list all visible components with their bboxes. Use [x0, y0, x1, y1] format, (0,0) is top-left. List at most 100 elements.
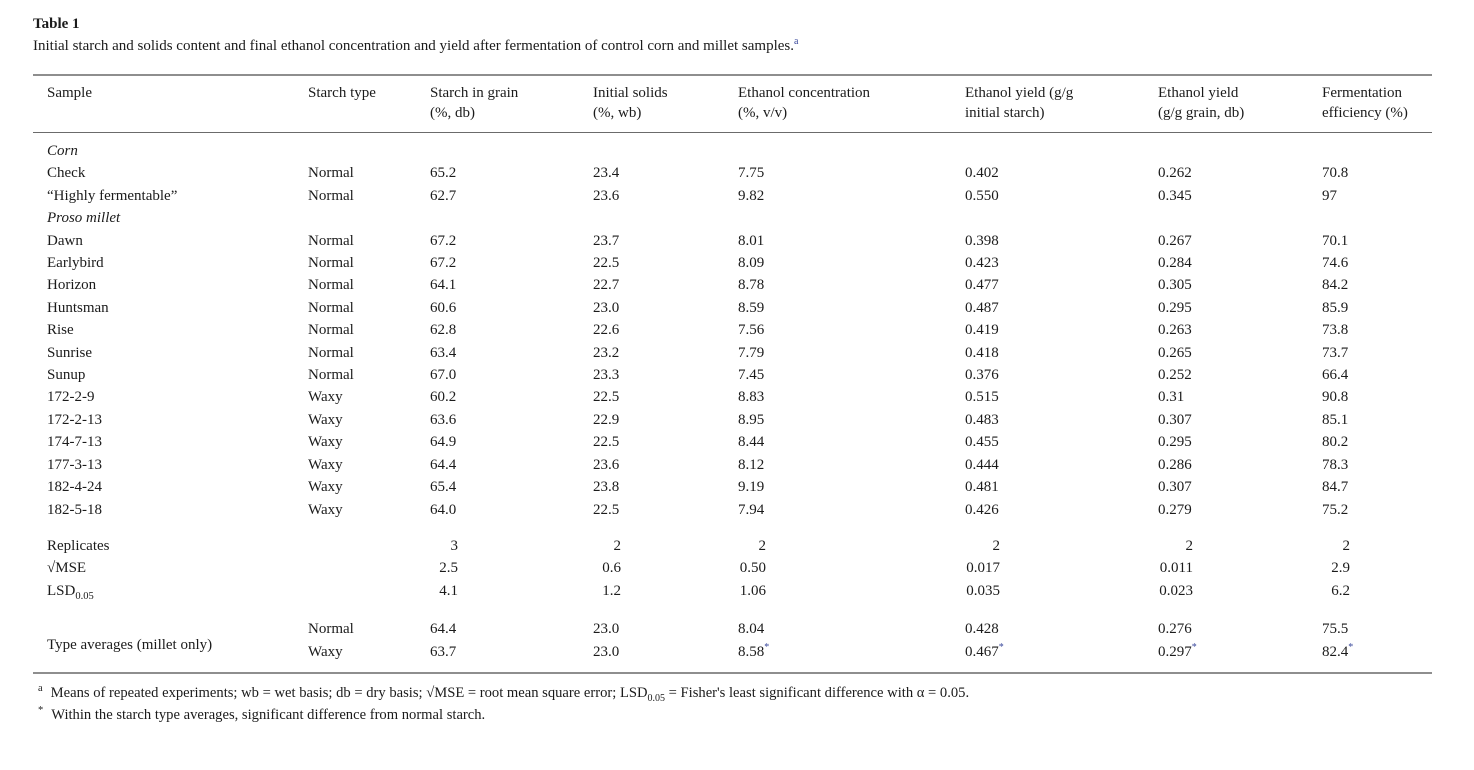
stat-value-cell: 0.6: [593, 557, 738, 579]
table-row-highly-fermentable: “Highly fermentable” Normal 62.7 23.6 9.…: [33, 185, 1432, 207]
header-line: (%, db): [430, 105, 475, 121]
table-row-rise: Rise Normal 62.8 22.6 7.56 0.419 0.263 7…: [33, 319, 1432, 341]
table-caption-text: Initial starch and solids content and fi…: [33, 38, 795, 54]
spacer-cell: [33, 521, 1432, 535]
stat-value: 0.6: [602, 560, 621, 577]
footnote-a-marker: a: [38, 683, 43, 695]
footnote-star-text: Within the starch type averages, signifi…: [51, 706, 486, 723]
value-cell: 73.8: [1322, 322, 1349, 339]
value-cell: 0.286: [1158, 456, 1192, 473]
starch-type-cell: Normal: [308, 322, 354, 339]
section-label: Corn: [47, 143, 78, 159]
table-row-182-5-18: 182-5-18 Waxy 64.0 22.5 7.94 0.426 0.279…: [33, 499, 1432, 521]
value-cell: 0.428: [965, 621, 999, 638]
value-cell: 78.3: [1322, 456, 1349, 473]
value-cell: 0.487: [965, 299, 999, 316]
empty-cell: [308, 535, 430, 557]
value-cell: 0.477: [965, 277, 999, 294]
starch-type-cell: Normal: [308, 187, 354, 204]
value-cell: 70.1: [1322, 232, 1349, 249]
value-cell: 67.2: [430, 255, 457, 272]
value-cell: 80.2: [1322, 434, 1349, 451]
value-cell: 67.2: [430, 232, 457, 249]
value-cell: 23.6: [593, 456, 620, 473]
footnote-star-marker: *: [38, 705, 44, 717]
value-cell: 8.59: [738, 299, 765, 316]
stat-value-cell: 2: [593, 535, 738, 557]
starch-type-cell: Normal: [308, 277, 354, 294]
significance-star: *: [1191, 641, 1197, 653]
value-cell: 8.95: [738, 411, 765, 428]
value-cell: 0.267: [1158, 232, 1192, 249]
stat-value-cell: 2: [965, 535, 1158, 557]
table-body: Corn Check Normal 65.2 23.4 7.75 0.402 0…: [33, 133, 1432, 673]
column-header-starch-in-grain: Starch in grain (%, db): [430, 75, 593, 133]
header-line: Ethanol yield: [1158, 85, 1239, 101]
stats-row-lsd: LSD0.05 4.1 1.2 1.06 0.035 0.023 6.2: [33, 580, 1432, 602]
value-cell: 0.515: [965, 389, 999, 406]
table-row-dawn: Dawn Normal 67.2 23.7 8.01 0.398 0.267 7…: [33, 230, 1432, 252]
value-cell: 66.4: [1322, 367, 1349, 384]
significance-star: *: [998, 641, 1004, 653]
value-cell: 64.4: [430, 456, 457, 473]
value-cell: 75.5: [1322, 621, 1349, 638]
sample-cell: 174-7-13: [47, 434, 102, 451]
table-label: Table 1: [33, 16, 80, 32]
stat-value: 0.011: [1159, 560, 1193, 577]
table-row-182-4-24: 182-4-24 Waxy 65.4 23.8 9.19 0.481 0.307…: [33, 476, 1432, 498]
significance-star: *: [1348, 641, 1354, 653]
spacer-cell: [33, 602, 1432, 618]
table-caption: Initial starch and solids content and fi…: [33, 35, 1432, 57]
starch-type-cell: Waxy: [308, 389, 343, 406]
spacer-row: [33, 602, 1432, 618]
value-cell: 0.455: [965, 434, 999, 451]
starch-type-cell: Waxy: [308, 479, 343, 496]
table-row-earlybird: Earlybird Normal 67.2 22.5 8.09 0.423 0.…: [33, 252, 1432, 274]
header-line: initial starch): [965, 105, 1045, 121]
value-cell: 0.262: [1158, 165, 1192, 182]
value-cell: 65.4: [430, 479, 457, 496]
empty-cell: [308, 557, 430, 579]
value-cell: 9.19: [738, 479, 765, 496]
footnotes-block: a Means of repeated experiments; wb = wet…: [33, 682, 1432, 726]
value-cell: 64.4: [430, 621, 457, 638]
value-cell: 64.0: [430, 501, 457, 518]
data-table: Sample Starch type Starch in grain (%, db…: [33, 74, 1432, 674]
empty-cell: [308, 580, 430, 602]
footnote-a-text: = Fisher's least significant difference …: [665, 684, 970, 701]
table-row-172-2-13: 172-2-13 Waxy 63.6 22.9 8.95 0.483 0.307…: [33, 409, 1432, 431]
value-cell: 7.75: [738, 165, 765, 182]
value-cell: 67.0: [430, 367, 457, 384]
sample-cell: 172-2-9: [47, 389, 95, 406]
section-row-proso-millet: Proso millet: [33, 207, 1432, 229]
stat-value-cell: 1.06: [738, 580, 965, 602]
value-cell: 0.263: [1158, 322, 1192, 339]
stat-value-cell: 0.023: [1158, 580, 1322, 602]
value-cell: 22.7: [593, 277, 620, 294]
table-row-174-7-13: 174-7-13 Waxy 64.9 22.5 8.44 0.455 0.295…: [33, 431, 1432, 453]
lsd-label-base: LSD: [47, 582, 76, 599]
value-cell: 0.418: [965, 344, 999, 361]
value-cell: 70.8: [1322, 165, 1349, 182]
value-cell: 9.82: [738, 187, 765, 204]
value-cell: 84.2: [1322, 277, 1349, 294]
value-cell: 23.6: [593, 187, 620, 204]
value-cell: 0.419: [965, 322, 999, 339]
stat-value: 2: [758, 537, 767, 554]
value-cell: 22.5: [593, 434, 620, 451]
header-line: Starch in grain: [430, 85, 519, 101]
value-cell: 23.8: [593, 479, 620, 496]
sample-cell: 172-2-13: [47, 411, 102, 428]
header-line: Ethanol yield (g/g: [965, 85, 1074, 101]
sample-cell: Sunup: [47, 367, 86, 384]
value-cell: 0.483: [965, 411, 999, 428]
value-cell: 82.4*: [1322, 641, 1432, 673]
starch-type-cell: Waxy: [308, 501, 343, 518]
value-cell: 62.7: [430, 187, 457, 204]
value-cell: 0.423: [965, 255, 999, 272]
value-cell: 0.550: [965, 187, 999, 204]
stat-value-cell: 4.1: [430, 580, 593, 602]
value-cell: 7.79: [738, 344, 765, 361]
section-row-corn: Corn: [33, 133, 1432, 163]
value-cell: 74.6: [1322, 255, 1349, 272]
